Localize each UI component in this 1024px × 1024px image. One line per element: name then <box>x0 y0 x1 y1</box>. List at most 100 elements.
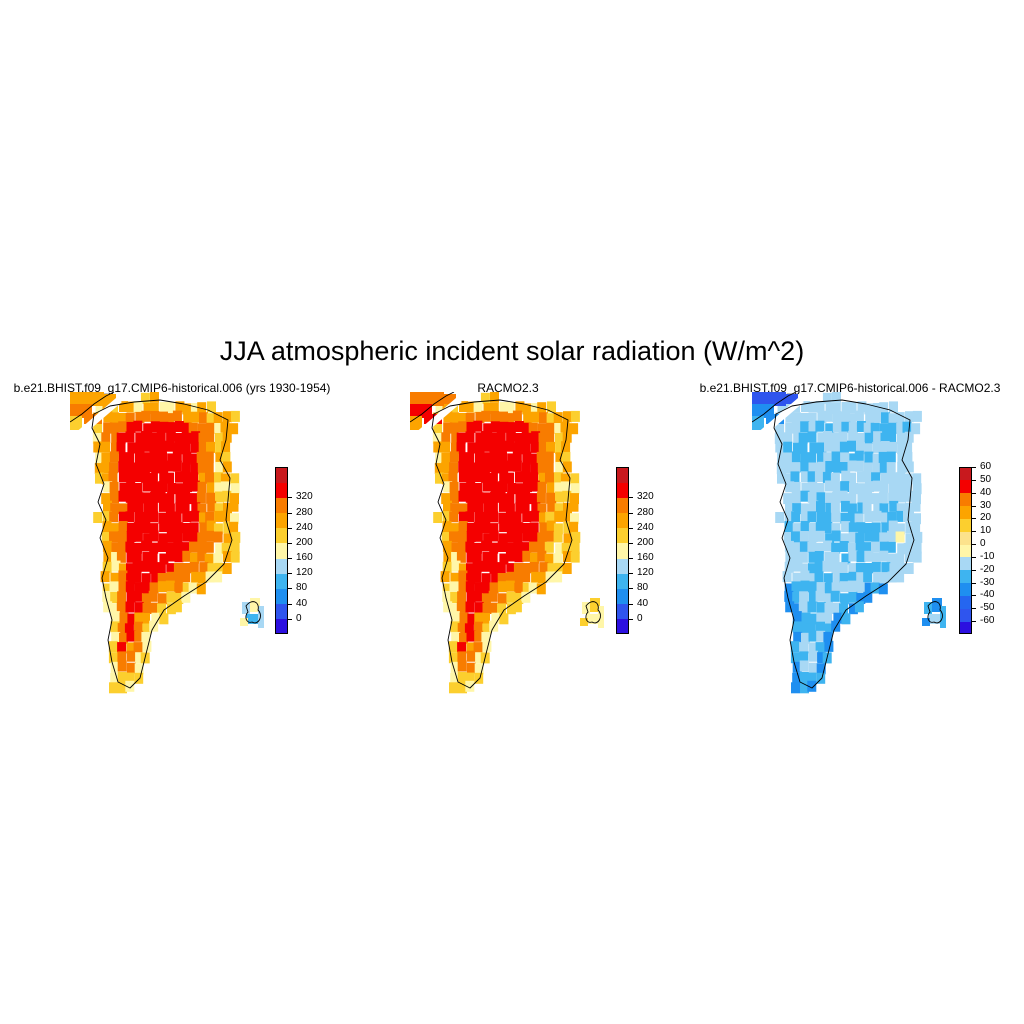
grid-cell <box>157 593 167 605</box>
grid-cell <box>480 392 490 404</box>
grid-cell <box>188 582 198 594</box>
grid-cell <box>458 503 468 515</box>
grid-cell <box>196 583 206 595</box>
grid-cell <box>537 402 547 414</box>
grid-cell <box>135 411 145 423</box>
grid-cell <box>545 472 554 484</box>
grid-cell <box>888 413 898 425</box>
colorbar-swatch <box>616 512 629 529</box>
grid-cell <box>466 531 476 542</box>
grid-cell <box>895 553 905 565</box>
grid-cell <box>215 543 225 555</box>
grid-cell <box>823 631 833 643</box>
grid-cell <box>831 402 841 414</box>
grid-cell <box>141 540 151 552</box>
grid-cell <box>522 530 532 542</box>
grid-cell <box>166 522 176 534</box>
grid-cell <box>258 606 264 628</box>
grid-cell <box>785 411 795 423</box>
grid-cell <box>831 582 841 594</box>
grid-cell <box>848 591 858 603</box>
grid-cell <box>125 672 135 684</box>
colorbar-swatch <box>959 467 972 481</box>
grid-cell <box>174 522 184 534</box>
colorbar-tick <box>972 595 976 597</box>
grid-cell <box>864 451 874 463</box>
grid-cell <box>554 423 564 434</box>
iceland-coastline <box>245 601 261 624</box>
grid-cell <box>205 571 215 583</box>
grid-cell <box>903 451 913 463</box>
grid-cell <box>222 563 232 574</box>
grid-cell <box>521 443 530 455</box>
grid-cell <box>864 582 874 594</box>
grid-cell <box>840 512 850 524</box>
grid-cell <box>809 500 819 512</box>
grid-cell <box>466 573 476 585</box>
grid-cell <box>856 593 866 604</box>
colorbar-swatch <box>275 497 288 514</box>
grid-cell <box>102 583 112 595</box>
grid-cell <box>457 531 467 542</box>
grid-cell <box>833 571 843 583</box>
grid-cell <box>823 410 833 422</box>
grid-cell <box>507 453 517 465</box>
grid-cell <box>214 433 224 444</box>
grid-cell <box>481 613 490 624</box>
grid-cell <box>449 531 458 543</box>
grid-cell <box>480 560 490 572</box>
grid-cell <box>118 471 128 483</box>
grid-cell <box>166 422 176 434</box>
grid-cell <box>190 441 200 453</box>
grid-cell <box>459 612 469 624</box>
grid-cell <box>831 620 841 632</box>
grid-cell <box>159 613 169 625</box>
grid-cell <box>221 441 231 453</box>
grid-cell <box>513 532 523 544</box>
grid-cell <box>166 430 176 442</box>
grid-cell <box>206 441 215 453</box>
grid-cell <box>839 593 849 605</box>
grid-cell <box>214 423 224 434</box>
colorbar-swatch <box>275 512 288 529</box>
grid-cell <box>555 543 565 555</box>
grid-cell <box>561 451 571 463</box>
grid-cell <box>841 613 851 625</box>
grid-cell <box>799 642 809 654</box>
grid-cell <box>466 662 476 674</box>
grid-cell <box>441 432 451 444</box>
grid-cell <box>141 631 151 643</box>
grid-cell <box>825 492 834 504</box>
grid-cell <box>498 533 508 545</box>
grid-cell <box>880 441 890 452</box>
grid-cell <box>134 501 143 513</box>
grid-cell <box>111 442 120 454</box>
grid-cell <box>489 542 499 554</box>
grid-cell <box>466 630 476 642</box>
grid-cell <box>197 541 207 553</box>
grid-cell <box>798 432 808 444</box>
grid-cell <box>801 482 811 494</box>
grid-cell <box>118 570 128 582</box>
grid-cell <box>855 562 865 574</box>
grid-cell <box>143 423 153 435</box>
grid-cell <box>465 412 475 424</box>
grid-cell <box>871 522 881 534</box>
grid-cell <box>537 423 547 435</box>
grid-cell <box>839 581 849 593</box>
grid-cell <box>912 473 922 485</box>
grid-cell <box>132 471 142 483</box>
grid-cell <box>840 500 850 512</box>
grid-cell <box>824 480 834 492</box>
grid-cell <box>215 452 225 464</box>
grid-cell <box>847 493 857 505</box>
grid-cell <box>807 581 817 593</box>
grid-cell <box>897 543 907 555</box>
grid-cell <box>213 553 223 565</box>
grid-cell <box>93 512 103 523</box>
grid-cell <box>151 612 161 624</box>
grid-cell <box>132 551 142 562</box>
grid-cell <box>449 682 458 694</box>
grid-cell <box>879 423 889 435</box>
grid-cell <box>94 463 104 475</box>
